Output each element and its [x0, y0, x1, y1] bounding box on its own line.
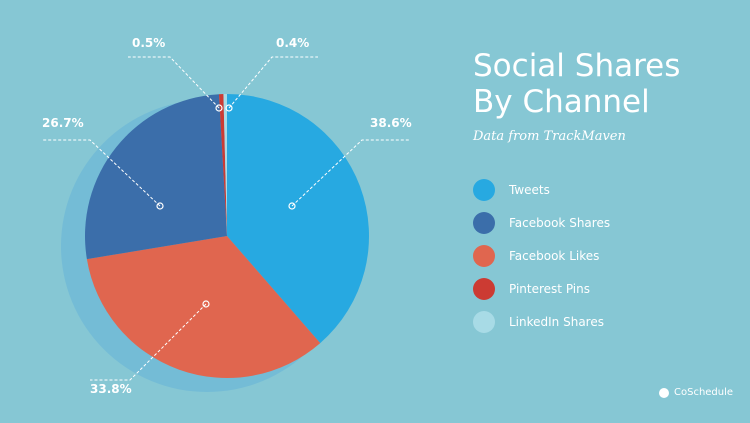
leader-dot — [202, 300, 210, 308]
pie-slice-linkedin-shares — [223, 94, 227, 236]
leader-line — [90, 303, 207, 381]
legend-item: LinkedIn Shares — [473, 305, 610, 338]
leader-line — [128, 56, 220, 109]
pie-slice-tweets — [227, 94, 369, 344]
chart-title: Social Shares By Channel — [473, 48, 680, 120]
leader-dot — [288, 202, 296, 210]
legend-swatch — [473, 178, 495, 201]
data-label: 26.7% — [42, 116, 84, 130]
brand-logo: CoSchedule — [659, 387, 733, 398]
coschedule-icon — [659, 387, 669, 398]
data-label: 33.8% — [90, 382, 132, 396]
pie-slice-facebook-shares — [85, 94, 228, 260]
brand-name: CoSchedule — [674, 387, 734, 398]
title-line-1: Social Shares — [473, 48, 681, 84]
legend-item: Tweets — [473, 173, 610, 206]
legend-label: Facebook Shares — [509, 215, 611, 230]
legend-label: LinkedIn Shares — [509, 314, 604, 329]
pie-slice-pinterest-pins — [218, 94, 227, 236]
legend-swatch — [473, 277, 495, 300]
data-label: 38.6% — [370, 116, 412, 130]
leader-dot — [215, 104, 223, 112]
leader-dot — [156, 202, 164, 210]
leader-dot — [225, 104, 233, 112]
data-label: 0.4% — [276, 36, 309, 50]
legend-item: Facebook Likes — [473, 239, 610, 272]
legend-label: Facebook Likes — [509, 248, 600, 263]
pie-slice-facebook-likes — [86, 236, 321, 378]
legend-swatch — [473, 211, 495, 234]
chart-subtitle: Data from TrackMaven — [473, 129, 626, 144]
legend-label: Pinterest Pins — [509, 281, 590, 296]
legend: Tweets Facebook Shares Facebook Likes Pinte… — [473, 173, 610, 338]
title-line-2: By Channel — [473, 84, 650, 120]
data-label: 0.5% — [132, 36, 165, 50]
legend-item: Pinterest Pins — [473, 272, 610, 305]
legend-item: Facebook Shares — [473, 206, 610, 239]
legend-swatch — [473, 244, 495, 267]
leader-line — [42, 139, 161, 207]
legend-swatch — [473, 310, 495, 333]
legend-label: Tweets — [509, 182, 550, 197]
leader-line — [228, 56, 318, 109]
leader-line — [291, 139, 410, 207]
